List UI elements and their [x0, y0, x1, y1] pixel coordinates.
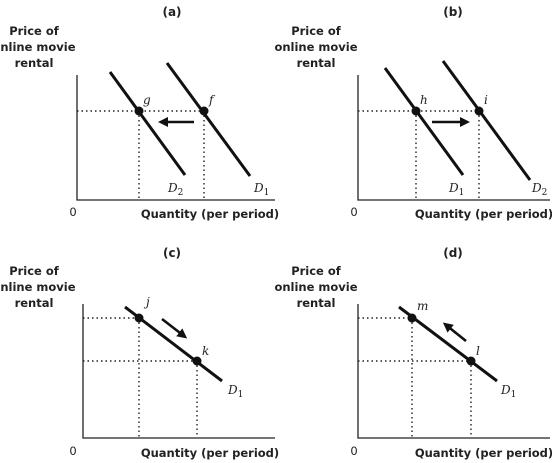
panel-c-y-label-line-3: rental [15, 296, 54, 310]
panel-a-origin: 0 [69, 205, 76, 219]
panel-b-x-label: Quantity (per period) [415, 207, 552, 221]
panel-a-point-f [199, 106, 209, 116]
panel-a-title: (a) [162, 5, 181, 19]
panel-d-title: (d) [443, 246, 463, 260]
panel-b-title: (b) [443, 5, 463, 19]
panel-d-point-l [466, 356, 476, 366]
panel-b-label-h: h [420, 93, 428, 107]
panel-c: (c) Price of online movie rental 0 Quant… [0, 246, 279, 460]
panel-a-y-label-line-1: Price of [9, 24, 60, 38]
panel-c-title: (c) [163, 246, 181, 260]
panel-c-label-k: k [202, 344, 209, 358]
panel-a-demand-curve-d2 [108, 71, 187, 176]
panel-a-curve-label-d1: D1 [253, 181, 269, 198]
panel-a-label-g: g [143, 93, 151, 107]
panel-d-curve-label-d1: D1 [500, 383, 516, 400]
panel-b-y-label-line-2: online movie [274, 40, 357, 54]
panel-c-curve-label-d1: D1 [227, 383, 243, 400]
panel-d-x-label: Quantity (per period) [415, 446, 552, 460]
panel-d-label-l: l [476, 344, 480, 358]
panel-b-axes [357, 75, 550, 201]
panel-c-axes [82, 304, 275, 439]
panel-b-point-h [411, 106, 421, 116]
panel-a: (a) Price of online movie rental 0 Quant… [0, 5, 279, 221]
panel-c-point-j [134, 313, 144, 323]
panel-a-y-label-line-3: rental [15, 56, 54, 70]
panel-d-origin: 0 [350, 444, 357, 458]
panel-a-x-label: Quantity (per period) [141, 207, 279, 221]
panel-d-y-label-line-1: Price of [291, 264, 342, 278]
panel-c-y-label-line-1: Price of [9, 264, 60, 278]
panel-b: (b) Price of online movie rental 0 Quant… [274, 5, 552, 221]
panel-b-point-i [474, 106, 484, 116]
panel-a-curve-label-d2: D2 [167, 181, 183, 198]
panel-c-movement-arrow [161, 317, 188, 339]
panel-c-x-label: Quantity (per period) [141, 446, 279, 460]
panel-a-y-label-line-2: online movie [0, 40, 76, 54]
panel-c-point-k [192, 356, 202, 366]
panel-b-label-i: i [484, 93, 488, 107]
panel-a-axes [76, 75, 275, 201]
panel-b-y-label-line-3: rental [297, 56, 336, 70]
panel-d-point-m [407, 313, 417, 323]
panel-a-demand-curve-d1 [165, 62, 252, 177]
panel-d-y-label-line-2: online movie [274, 280, 357, 294]
panel-d-y-label-line-3: rental [297, 296, 336, 310]
panel-b-y-label-line-1: Price of [291, 24, 342, 38]
panel-d-movement-arrow [442, 322, 467, 343]
panel-d: (d) Price of online movie rental 0 Quant… [274, 246, 552, 460]
panel-b-origin: 0 [350, 205, 357, 219]
panel-a-point-g [134, 106, 144, 116]
panel-a-label-f: f [208, 93, 216, 107]
panel-d-axes [357, 304, 550, 439]
panel-d-label-m: m [417, 299, 428, 313]
panel-b-curve-label-d2: D2 [531, 181, 547, 198]
panel-b-demand-curve-d2 [441, 60, 532, 181]
panel-c-origin: 0 [69, 444, 76, 458]
panel-b-demand-curve-d1 [383, 67, 465, 176]
panel-b-curve-label-d1: D1 [448, 181, 464, 198]
panel-c-y-label-line-2: online movie [0, 280, 76, 294]
panel-c-label-j: j [143, 295, 150, 309]
